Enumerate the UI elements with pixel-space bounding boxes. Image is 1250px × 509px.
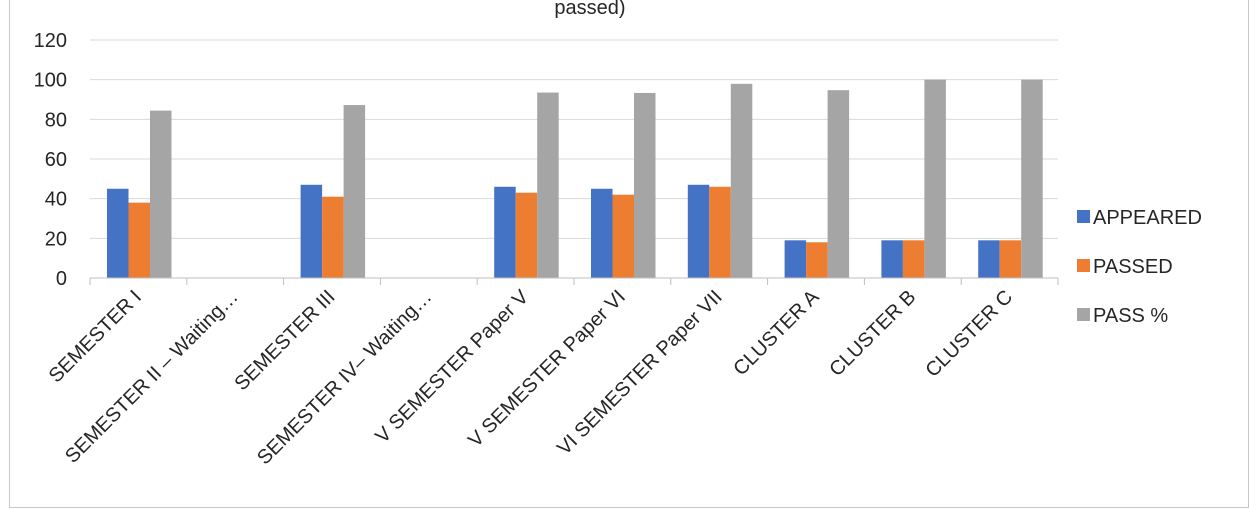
bar-appeared <box>300 184 323 278</box>
gridlines <box>90 39 1058 239</box>
x-tick-label: SEMESTER I <box>45 286 146 387</box>
bar-appeared <box>978 240 1000 278</box>
bar-appeared <box>591 188 613 278</box>
bar-appeared <box>494 186 516 278</box>
x-tick-label: VI SEMESTER Paper VII <box>553 286 727 460</box>
bar-pass <box>150 110 172 279</box>
bar-pass <box>1021 79 1043 279</box>
y-tick-label: 0 <box>56 268 67 290</box>
legend-swatch <box>1077 308 1090 321</box>
bar-pass <box>537 92 559 278</box>
x-tick-label: SEMESTER IV– Waiting… <box>253 286 436 469</box>
x-tick-label: CLUSTER B <box>825 286 920 381</box>
chart-frame <box>9 0 1249 508</box>
legend-label: PASSED <box>1093 256 1173 278</box>
y-tick-label: 20 <box>45 228 67 250</box>
chart-title-group: passed) <box>554 0 625 19</box>
legend-swatch <box>1077 210 1090 223</box>
legend: APPEARED PASSED PASS % <box>1077 207 1202 327</box>
x-tick-label: CLUSTER C <box>921 286 1017 382</box>
bar-appeared <box>784 240 807 278</box>
bar-pass <box>343 105 366 278</box>
bar-passed <box>999 240 1022 278</box>
bar-appeared <box>881 240 903 278</box>
bar-appeared <box>687 184 710 278</box>
bar-passed <box>612 194 634 278</box>
y-tick-label: 40 <box>45 189 67 211</box>
legend-label: APPEARED <box>1093 207 1202 229</box>
bar-passed <box>128 202 150 278</box>
bar-passed <box>806 242 828 278</box>
bar-passed <box>322 196 344 278</box>
y-tick-label: 60 <box>45 149 67 171</box>
bar-passed <box>709 186 731 278</box>
bar-passed <box>515 192 538 278</box>
bars <box>107 79 1043 279</box>
x-tick-label: SEMESTER II – Waiting… <box>61 286 243 468</box>
y-tick-label: 100 <box>34 70 67 92</box>
chart-title: passed) <box>554 0 625 19</box>
x-tick-label: CLUSTER A <box>729 286 824 381</box>
legend-label: PASS % <box>1093 305 1168 327</box>
y-tick-label: 80 <box>45 109 67 131</box>
legend-swatch <box>1077 259 1090 272</box>
bar-pass <box>730 83 753 278</box>
x-tick-label: V SEMESTER Paper VI <box>464 286 630 452</box>
x-tick-label: SEMESTER III <box>230 286 339 395</box>
bar-pass <box>634 92 656 278</box>
bar-appeared <box>107 188 129 278</box>
y-axis-ticks: 0 20 40 60 80 100 120 <box>34 30 67 290</box>
bar-passed <box>902 240 925 278</box>
bar-pass <box>827 90 850 278</box>
bar-pass <box>924 79 946 279</box>
x-axis <box>89 277 1059 285</box>
y-tick-label: 120 <box>34 30 67 52</box>
